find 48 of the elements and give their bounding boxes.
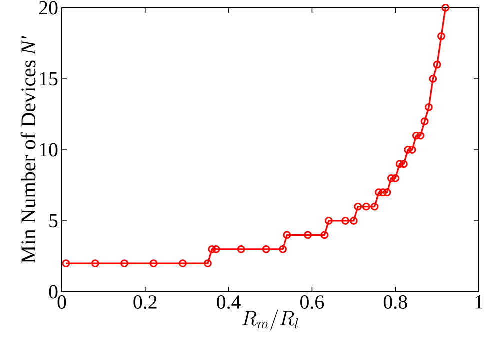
point (396, 160, 404, 168)
point (354, 202, 362, 211)
x-tick-label: 0.8 (384, 296, 408, 310)
point (279, 245, 287, 254)
x-axis-title: $R_m/R_l$ (242, 310, 298, 331)
point (204, 260, 212, 268)
point (374, 188, 383, 197)
x-tick-label: 1 (476, 296, 483, 309)
point (416, 132, 425, 140)
point (208, 245, 216, 254)
point (433, 60, 442, 69)
x-tick-label: 0 (58, 296, 66, 309)
point (425, 103, 433, 112)
point (420, 118, 429, 126)
point (304, 231, 312, 240)
point (429, 75, 438, 83)
point (379, 188, 388, 197)
point (350, 217, 358, 225)
y-tick-label: 0 (49, 285, 58, 299)
point (91, 260, 100, 268)
y-axis-title: Min Number of Devices N′ (20, 36, 36, 264)
point (283, 231, 292, 240)
point (150, 260, 158, 268)
x-tick-label: 0.2 (134, 296, 157, 310)
point (387, 174, 396, 182)
point (370, 202, 379, 211)
point (237, 245, 246, 254)
point (408, 146, 416, 154)
point (412, 132, 420, 140)
y-tick-label: 15 (40, 72, 58, 86)
point (362, 202, 370, 211)
point (404, 146, 412, 154)
point (178, 260, 187, 268)
point (342, 217, 350, 225)
point (392, 174, 400, 182)
point (438, 32, 446, 40)
y-tick-label: 5 (50, 214, 58, 228)
x-tick-label: 0.6 (300, 296, 324, 310)
point (262, 245, 270, 254)
point (324, 217, 333, 225)
x-tick-label: 0.4 (217, 296, 241, 310)
y-tick-label: 20 (39, 1, 58, 15)
point (400, 160, 408, 168)
point (383, 188, 392, 197)
point (212, 245, 220, 254)
point (120, 260, 128, 268)
point (320, 231, 329, 240)
y-tick-label: 10 (40, 143, 58, 157)
